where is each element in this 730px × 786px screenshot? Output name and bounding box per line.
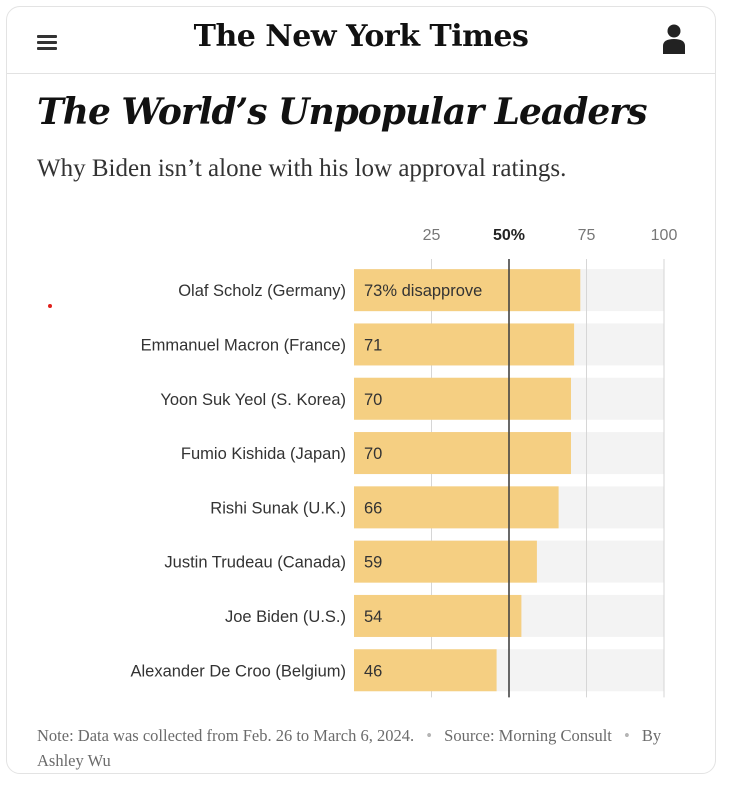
bar xyxy=(354,432,571,475)
category-label: Emmanuel Macron (France) xyxy=(141,336,346,354)
source-text: Source: Morning Consult xyxy=(444,726,612,745)
bar xyxy=(354,377,571,420)
category-label: Joe Biden (U.S.) xyxy=(225,608,346,626)
bar xyxy=(354,323,575,366)
tick-label: 75 xyxy=(578,227,596,244)
category-label: Alexander De Croo (Belgium) xyxy=(130,662,346,680)
category-label: Olaf Scholz (Germany) xyxy=(178,282,346,300)
bar xyxy=(354,269,581,312)
bar xyxy=(354,649,497,692)
value-label: 59 xyxy=(364,554,382,572)
approval-bar-chart: 25 50% 75 100 Olaf Scholz (Germany) 73% disap… xyxy=(130,227,678,698)
tick-label: 50% xyxy=(493,227,525,244)
category-label: Justin Trudeau (Canada) xyxy=(164,554,346,572)
value-label: 54 xyxy=(364,608,382,626)
masthead: The New York Times xyxy=(7,7,715,74)
value-label: 66 xyxy=(364,499,382,517)
category-label: Yoon Suk Yeol (S. Korea) xyxy=(160,391,346,409)
bar xyxy=(354,594,522,637)
nyt-logo[interactable]: The New York Times xyxy=(193,19,529,54)
tick-label: 100 xyxy=(651,227,678,244)
value-label: 70 xyxy=(364,445,382,463)
byline[interactable]: By Ashley Wu xyxy=(37,726,662,770)
category-label: Rishi Sunak (U.K.) xyxy=(210,499,346,517)
footer-note: Note: Data was collected from Feb. 26 to… xyxy=(37,723,677,773)
headline: The World’s Unpopular Leaders xyxy=(37,91,648,133)
value-label: 70 xyxy=(364,391,382,409)
bar xyxy=(354,486,559,529)
category-label: Fumio Kishida (Japan) xyxy=(181,445,346,463)
article-card: The New York Times The World’s Unpopular… xyxy=(6,6,716,774)
tick-label: 25 xyxy=(423,227,441,244)
value-label: 71 xyxy=(364,336,382,354)
account-icon[interactable] xyxy=(662,23,686,55)
value-label: 46 xyxy=(364,662,382,680)
note-text: Note: Data was collected from Feb. 26 to… xyxy=(37,726,415,745)
value-label: 73% disapprove xyxy=(364,282,482,300)
separator-dot: • xyxy=(624,726,630,745)
bar xyxy=(354,540,537,583)
dek: Why Biden isn’t alone with his low appro… xyxy=(37,155,567,182)
separator-dot: • xyxy=(426,726,433,745)
annotation-dot xyxy=(48,304,52,308)
hamburger-menu-icon[interactable] xyxy=(37,35,57,50)
